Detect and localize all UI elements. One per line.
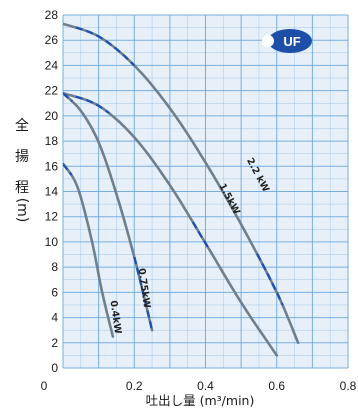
x-origin-label: 0	[41, 379, 48, 393]
y-tick-label: 26	[45, 33, 59, 47]
uf-brand-logo: UF	[262, 29, 312, 53]
curve-0-4kw	[63, 162, 115, 338]
y-label-unit: (m)	[14, 198, 30, 223]
x-tick-label: 0.2	[126, 379, 143, 393]
y-tick-label: 8	[51, 260, 58, 274]
y-tick-label: 20	[45, 109, 59, 123]
badge-text: UF	[283, 34, 300, 49]
x-axis-ticks: 0.2 0.4 0.6 0.8	[126, 379, 357, 393]
y-tick-label: 16	[45, 159, 59, 173]
y-label-char-3: 程	[15, 180, 29, 196]
y-tick-label: 4	[51, 311, 58, 325]
grid	[62, 14, 349, 369]
y-tick-label: 14	[45, 185, 59, 199]
curve-2-2kw-dash	[75, 26, 136, 67]
y-tick-label: 12	[45, 210, 59, 224]
curve-1-5kw-dash	[75, 95, 110, 114]
x-tick-label: 0.6	[268, 379, 285, 393]
y-tick-label: 6	[51, 285, 58, 299]
curve-2-2kw-dash	[256, 253, 284, 306]
y-label-char-2: 揚	[15, 148, 29, 165]
curve-0-75kw-dash	[63, 92, 73, 103]
curve-0-75kw-dash	[133, 256, 154, 331]
y-label-char-1: 全	[15, 117, 29, 134]
curve-2-2kw	[63, 22, 300, 345]
y-tick-label: 0	[51, 361, 58, 375]
y-tick-label: 24	[45, 58, 59, 72]
x-tick-label: 0.8	[340, 379, 357, 393]
y-tick-label: 18	[45, 134, 59, 148]
x-tick-label: 0.4	[197, 379, 214, 393]
curve-label-0-4kw: 0.4kW	[108, 300, 124, 335]
x-axis-label: 吐出し量 (m³/min)	[146, 393, 255, 408]
y-tick-label: 22	[45, 84, 59, 98]
curve-1-5kw-dash	[191, 221, 209, 248]
y-axis-label: 全 揚 程 (m)	[14, 117, 30, 222]
y-tick-label: 28	[45, 8, 59, 22]
curve-0-4kw-dash	[63, 163, 73, 176]
performance-curves	[63, 22, 300, 357]
y-tick-label: 10	[45, 235, 59, 249]
y-tick-label: 2	[51, 336, 58, 350]
